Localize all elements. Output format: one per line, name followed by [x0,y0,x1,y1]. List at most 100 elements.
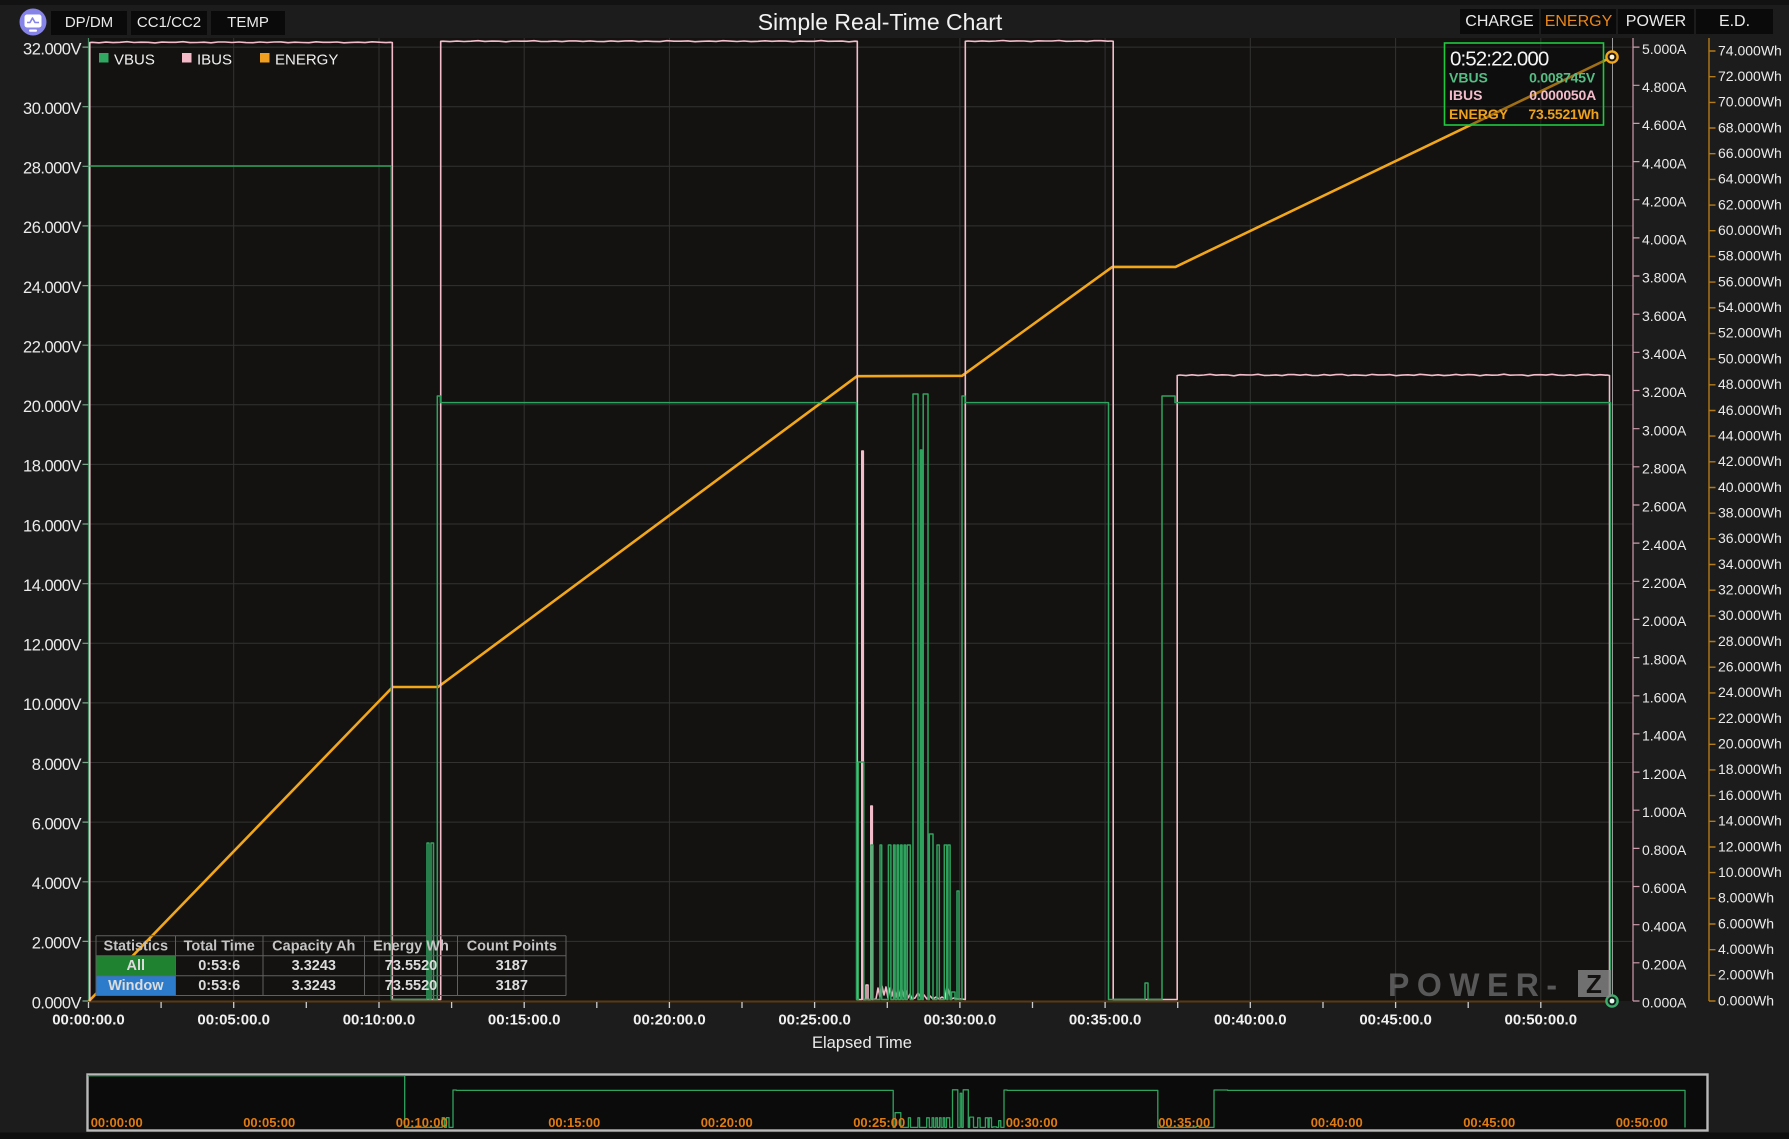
svg-text:00:00:00.0: 00:00:00.0 [52,1012,125,1029]
svg-text:8.000Wh: 8.000Wh [1718,890,1774,906]
svg-text:All: All [127,958,146,974]
svg-text:73.5520: 73.5520 [385,958,437,974]
svg-text:22.000V: 22.000V [23,339,81,357]
svg-text:2.600A: 2.600A [1642,499,1687,515]
svg-text:20.000V: 20.000V [23,398,81,416]
svg-text:IBUS: IBUS [1449,87,1482,103]
svg-text:32.000V: 32.000V [23,40,81,58]
svg-text:0.000A: 0.000A [1642,995,1687,1011]
svg-text:Energy Wh: Energy Wh [373,939,449,955]
svg-text:1.600A: 1.600A [1642,690,1687,706]
svg-text:2.800A: 2.800A [1642,461,1687,477]
svg-text:16.000Wh: 16.000Wh [1718,787,1782,803]
svg-text:00:05:00: 00:05:00 [243,1115,295,1130]
svg-text:2.000A: 2.000A [1642,613,1687,629]
svg-text:0:52:22.000: 0:52:22.000 [1450,48,1549,71]
svg-text:74.000Wh: 74.000Wh [1718,42,1782,58]
svg-text:00:00:00: 00:00:00 [91,1115,143,1130]
svg-text:00:45:00.0: 00:45:00.0 [1359,1012,1432,1029]
svg-text:46.000Wh: 46.000Wh [1718,402,1782,418]
svg-text:72.000Wh: 72.000Wh [1718,68,1782,84]
svg-text:3.600A: 3.600A [1642,308,1687,324]
svg-text:58.000Wh: 58.000Wh [1718,248,1782,264]
svg-text:0.400A: 0.400A [1642,918,1687,934]
svg-text:6.000Wh: 6.000Wh [1718,915,1774,931]
svg-text:64.000Wh: 64.000Wh [1718,171,1782,187]
svg-text:00:50:00.0: 00:50:00.0 [1505,1012,1578,1029]
svg-text:34.000Wh: 34.000Wh [1718,556,1782,572]
svg-text:26.000V: 26.000V [23,219,81,237]
svg-text:60.000Wh: 60.000Wh [1718,222,1782,238]
svg-text:00:10:00.0: 00:10:00.0 [343,1012,416,1029]
svg-text:73.5521Wh: 73.5521Wh [1528,106,1599,122]
svg-text:32.000Wh: 32.000Wh [1718,582,1782,598]
svg-text:62.000Wh: 62.000Wh [1718,196,1782,212]
svg-text:30.000V: 30.000V [23,100,81,118]
svg-text:42.000Wh: 42.000Wh [1718,453,1782,469]
svg-text:00:25:00.0: 00:25:00.0 [778,1012,851,1029]
svg-text:00:30:00: 00:30:00 [1006,1115,1058,1130]
svg-text:3.3243: 3.3243 [292,978,336,994]
svg-text:3187: 3187 [496,978,528,994]
svg-text:0.200A: 0.200A [1642,957,1687,973]
svg-text:4.400A: 4.400A [1642,155,1687,171]
svg-text:00:40:00.0: 00:40:00.0 [1214,1012,1287,1029]
svg-text:16.000V: 16.000V [23,517,81,535]
svg-text:68.000Wh: 68.000Wh [1718,119,1782,135]
svg-text:3.800A: 3.800A [1642,270,1687,286]
svg-text:4.000V: 4.000V [32,875,82,893]
svg-text:Window: Window [108,978,164,994]
svg-text:00:20:00: 00:20:00 [701,1115,753,1130]
svg-text:3.400A: 3.400A [1642,346,1687,362]
svg-text:0.000Wh: 0.000Wh [1718,992,1774,1008]
svg-text:12.000V: 12.000V [23,637,81,655]
svg-text:2.000V: 2.000V [32,935,82,953]
svg-text:00:45:00: 00:45:00 [1463,1115,1515,1130]
svg-text:00:30:00.0: 00:30:00.0 [924,1012,997,1029]
svg-text:VBUS: VBUS [1449,70,1488,86]
svg-text:14.000Wh: 14.000Wh [1718,813,1782,829]
svg-text:54.000Wh: 54.000Wh [1718,299,1782,315]
svg-text:IBUS: IBUS [197,52,232,69]
svg-text:14.000V: 14.000V [23,577,81,595]
svg-text:8.000V: 8.000V [32,756,82,774]
svg-text:00:25:00: 00:25:00 [853,1115,905,1130]
svg-text:10.000V: 10.000V [23,696,81,714]
svg-text:0.000V: 0.000V [32,994,82,1012]
svg-text:66.000Wh: 66.000Wh [1718,145,1782,161]
svg-text:24.000V: 24.000V [23,279,81,297]
svg-text:18.000Wh: 18.000Wh [1718,761,1782,777]
svg-text:Z: Z [1586,969,1602,999]
svg-text:22.000Wh: 22.000Wh [1718,710,1782,726]
svg-text:00:35:00: 00:35:00 [1158,1115,1210,1130]
svg-text:00:35:00.0: 00:35:00.0 [1069,1012,1142,1029]
svg-text:Statistics: Statistics [104,939,168,955]
svg-text:00:10:00: 00:10:00 [396,1115,448,1130]
svg-text:Count Points: Count Points [467,939,557,955]
svg-text:Total Time: Total Time [184,939,255,955]
svg-text:0.000050A: 0.000050A [1529,87,1596,103]
svg-text:0.800A: 0.800A [1642,842,1687,858]
svg-text:3.000A: 3.000A [1642,422,1687,438]
svg-text:2.000Wh: 2.000Wh [1718,967,1774,983]
svg-text:00:05:00.0: 00:05:00.0 [197,1012,270,1029]
svg-text:ENERGY: ENERGY [275,52,338,69]
svg-text:00:15:00.0: 00:15:00.0 [488,1012,561,1029]
svg-text:73.5520: 73.5520 [385,978,437,994]
svg-text:00:15:00: 00:15:00 [548,1115,600,1130]
svg-text:4.200A: 4.200A [1642,193,1687,209]
svg-text:28.000Wh: 28.000Wh [1718,633,1782,649]
svg-text:44.000Wh: 44.000Wh [1718,427,1782,443]
svg-text:00:40:00: 00:40:00 [1311,1115,1363,1130]
svg-text:0:53:6: 0:53:6 [198,958,240,974]
svg-text:12.000Wh: 12.000Wh [1718,838,1782,854]
svg-text:00:20:00.0: 00:20:00.0 [633,1012,706,1029]
svg-text:Elapsed Time: Elapsed Time [812,1034,912,1052]
svg-text:20.000Wh: 20.000Wh [1718,736,1782,752]
svg-text:50.000Wh: 50.000Wh [1718,350,1782,366]
svg-text:70.000Wh: 70.000Wh [1718,94,1782,110]
svg-text:4.000Wh: 4.000Wh [1718,941,1774,957]
svg-text:VBUS: VBUS [114,52,155,69]
svg-text:4.000A: 4.000A [1642,232,1687,248]
svg-text:6.000V: 6.000V [32,815,82,833]
